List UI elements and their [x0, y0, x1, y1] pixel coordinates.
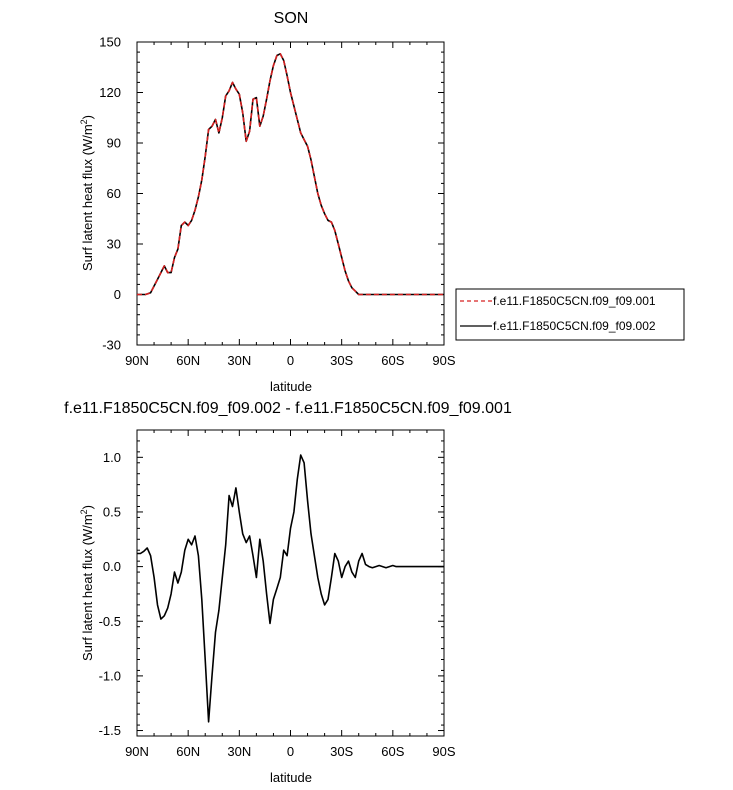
legend-box — [455, 288, 685, 341]
x-tick-label: 30N — [227, 744, 251, 759]
top-plot-frame — [136, 41, 445, 346]
bottom-chart-title: f.e11.F1850C5CN.f09_f09.002 - f.e11.F185… — [64, 400, 512, 417]
y-tick-label: 60 — [107, 186, 121, 201]
legend-entry-1: f.e11.F1850C5CN.f09_f09.001 — [493, 294, 656, 308]
y-tick-label: 90 — [107, 136, 121, 151]
x-tick-label: 60S — [381, 744, 404, 759]
y-tick-label: 1.0 — [103, 450, 121, 465]
bottom-x-axis: 90N 60N 30N 0 30S 60S 90S — [125, 430, 456, 759]
y-tick-label: -30 — [102, 338, 121, 353]
bottom-panel: f.e11.F1850C5CN.f09_f09.002 - f.e11.F185… — [64, 400, 512, 785]
series-line — [137, 454, 444, 723]
bottom-plot-frame — [136, 429, 445, 737]
bottom-x-axis-label: latitude — [270, 770, 312, 785]
top-y-axis: -30 0 30 60 90 120 150 — [99, 35, 444, 353]
y-tick-label: -1.0 — [99, 668, 121, 683]
y-tick-label: -0.5 — [99, 614, 121, 629]
top-series-lines — [137, 52, 444, 296]
x-tick-label: 0 — [287, 744, 294, 759]
x-tick-label: 90S — [432, 744, 455, 759]
series-line — [137, 52, 444, 296]
bottom-series-lines — [137, 454, 444, 723]
legend-entry-2: f.e11.F1850C5CN.f09_f09.002 — [493, 319, 656, 333]
x-tick-label: 90S — [432, 353, 455, 368]
y-tick-label: 120 — [99, 85, 121, 100]
top-chart-title: SON — [274, 10, 309, 27]
y-tick-label: 0 — [114, 287, 121, 302]
x-tick-label: 30S — [330, 744, 353, 759]
x-tick-label: 30S — [330, 353, 353, 368]
top-x-axis-label: latitude — [270, 379, 312, 394]
y-tick-label: 150 — [99, 35, 121, 50]
x-tick-label: 90N — [125, 744, 149, 759]
bottom-y-axis: -1.5 -1.0 -0.5 0.0 0.5 1.0 — [99, 429, 444, 738]
y-tick-label: -1.5 — [99, 723, 121, 738]
x-tick-label: 60N — [176, 744, 200, 759]
y-tick-label: 30 — [107, 237, 121, 252]
y-tick-label: 0.5 — [103, 504, 121, 519]
top-y-axis-label: Surf latent heat flux (W/m2) — [79, 115, 95, 271]
x-tick-label: 60N — [176, 353, 200, 368]
bottom-y-axis-label: Surf latent heat flux (W/m2) — [79, 505, 95, 661]
y-tick-label: 0.0 — [103, 559, 121, 574]
x-tick-label: 30N — [227, 353, 251, 368]
legend: f.e11.F1850C5CN.f09_f09.001 f.e11.F1850C… — [455, 288, 685, 341]
series-line — [137, 52, 444, 296]
x-tick-label: 60S — [381, 353, 404, 368]
x-tick-label: 90N — [125, 353, 149, 368]
top-panel: SON 90N 60N 30N 0 30S 60S 90S -30 0 30 60 90 120 150… — [79, 10, 685, 394]
x-tick-label: 0 — [287, 353, 294, 368]
top-x-axis: 90N 60N 30N 0 30S 60S 90S — [125, 42, 456, 368]
